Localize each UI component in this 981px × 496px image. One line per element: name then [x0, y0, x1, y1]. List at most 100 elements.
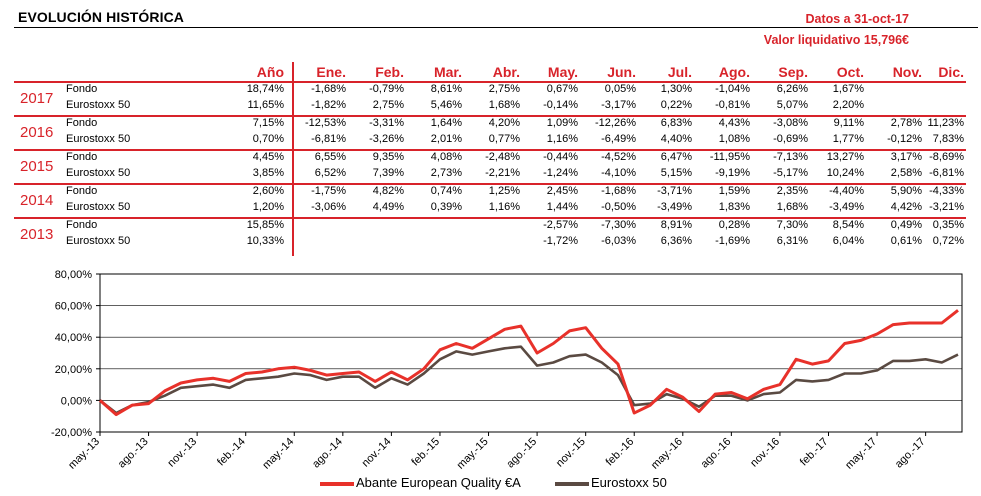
- month-value: -3,71%: [657, 185, 692, 197]
- x-tick-label: may.-17: [843, 436, 879, 472]
- month-value: 2,45%: [546, 185, 578, 197]
- month-value: 6,83%: [660, 117, 692, 129]
- x-tick-label: nov.-16: [748, 436, 782, 470]
- month-value: 7,30%: [776, 219, 808, 231]
- month-value: 1,30%: [660, 83, 692, 95]
- month-value: -5,17%: [773, 167, 808, 179]
- ytd-value: 0,70%: [252, 133, 284, 145]
- month-value: -3,21%: [929, 201, 964, 213]
- month-value: 1,25%: [488, 185, 520, 197]
- col-header: Oct.: [836, 64, 864, 80]
- month-value: 0,05%: [604, 83, 636, 95]
- month-value: -0,12%: [887, 133, 922, 145]
- month-value: 0,77%: [488, 133, 520, 145]
- month-value: 0,35%: [932, 219, 964, 231]
- month-value: -2,21%: [485, 167, 520, 179]
- month-value: -4,10%: [601, 167, 636, 179]
- x-tick-label: ago.-13: [116, 436, 151, 471]
- month-value: -3,26%: [369, 133, 404, 145]
- month-value: 2,35%: [776, 185, 808, 197]
- performance-chart: 80,00%60,00%40,00%20,00%0,00%-20,00%may.…: [51, 269, 963, 472]
- series-line-index: [99, 345, 959, 415]
- month-value: 7,83%: [932, 133, 964, 145]
- month-value: 4,42%: [890, 201, 922, 213]
- month-value: 0,67%: [546, 83, 578, 95]
- month-value: 8,61%: [430, 83, 462, 95]
- month-value: -6,03%: [601, 235, 636, 247]
- fund-label: Fondo: [66, 83, 98, 95]
- month-value: -0,44%: [543, 151, 578, 163]
- page-title: EVOLUCIÓN HISTÓRICA: [18, 9, 185, 25]
- month-value: -7,13%: [773, 151, 808, 163]
- month-value: -1,68%: [311, 83, 346, 95]
- month-value: -0,50%: [601, 201, 636, 213]
- month-value: 2,73%: [430, 167, 462, 179]
- month-value: 1,83%: [718, 201, 750, 213]
- x-tick-label: nov.-14: [360, 436, 394, 470]
- ytd-value: 10,33%: [246, 235, 284, 247]
- month-value: -1,72%: [543, 235, 578, 247]
- x-tick-label: ago.-15: [504, 436, 539, 471]
- col-header: Ene.: [316, 64, 346, 80]
- x-tick-label: may.-13: [66, 436, 102, 472]
- y-tick-label: 20,00%: [55, 364, 93, 376]
- month-value: 7,39%: [372, 167, 404, 179]
- month-value: 4,82%: [372, 185, 404, 197]
- x-tick-label: nov.-15: [554, 436, 588, 470]
- month-value: 8,54%: [832, 219, 864, 231]
- month-value: 2,75%: [488, 83, 520, 95]
- month-value: -4,52%: [601, 151, 636, 163]
- month-value: 1,44%: [546, 201, 578, 213]
- nav-label: Valor liquidativo 15,796€: [763, 33, 909, 47]
- month-value: 5,07%: [776, 99, 808, 111]
- col-header: Nov.: [892, 64, 922, 80]
- year-label: 2017: [20, 90, 54, 107]
- month-value: 6,47%: [660, 151, 692, 163]
- month-value: -11,95%: [709, 151, 750, 163]
- month-value: 11,23%: [927, 117, 965, 129]
- month-value: 2,20%: [832, 99, 864, 111]
- month-value: -2,57%: [543, 219, 578, 231]
- month-value: 2,58%: [890, 167, 922, 179]
- month-value: -0,69%: [773, 133, 808, 145]
- month-value: -4,40%: [829, 185, 864, 197]
- x-tick-label: feb.-15: [409, 436, 442, 469]
- x-tick-label: feb.-16: [604, 436, 637, 469]
- ytd-value: 18,74%: [246, 83, 284, 95]
- plot-frame: [99, 273, 963, 433]
- month-value: -12,26%: [595, 117, 636, 129]
- index-label: Eurostoxx 50: [66, 167, 131, 179]
- month-value: 0,28%: [718, 219, 750, 231]
- month-value: 1,16%: [488, 201, 520, 213]
- month-value: 0,49%: [890, 219, 922, 231]
- ytd-value: 15,85%: [246, 219, 284, 231]
- legend-swatch-fund: [320, 481, 354, 486]
- fund-label: Fondo: [66, 219, 98, 231]
- y-tick-label: -20,00%: [51, 427, 92, 439]
- month-value: 8,91%: [660, 219, 692, 231]
- month-value: -3,49%: [829, 201, 864, 213]
- month-value: -0,14%: [543, 99, 578, 111]
- month-value: 1,67%: [832, 83, 864, 95]
- month-value: -8,69%: [929, 151, 964, 163]
- month-value: 13,27%: [826, 151, 864, 163]
- month-value: 0,74%: [430, 185, 462, 197]
- fund-label: Fondo: [66, 117, 98, 129]
- month-value: 0,72%: [932, 235, 964, 247]
- month-value: 4,49%: [372, 201, 404, 213]
- ytd-value: 4,45%: [252, 151, 284, 163]
- month-value: 10,24%: [826, 167, 864, 179]
- month-value: -3,17%: [601, 99, 636, 111]
- month-value: 5,46%: [430, 99, 462, 111]
- x-tick-label: feb.-14: [215, 436, 248, 469]
- month-value: 1,77%: [832, 133, 864, 145]
- ytd-value: 11,65%: [247, 99, 285, 111]
- month-value: -6,81%: [929, 167, 964, 179]
- col-header: Mar.: [433, 64, 462, 80]
- col-header: May.: [547, 64, 578, 80]
- index-label: Eurostoxx 50: [66, 133, 131, 145]
- month-value: -4,33%: [929, 185, 964, 197]
- index-label: Eurostoxx 50: [66, 201, 131, 213]
- month-value: -1,04%: [715, 83, 750, 95]
- y-tick-label: 0,00%: [61, 395, 92, 407]
